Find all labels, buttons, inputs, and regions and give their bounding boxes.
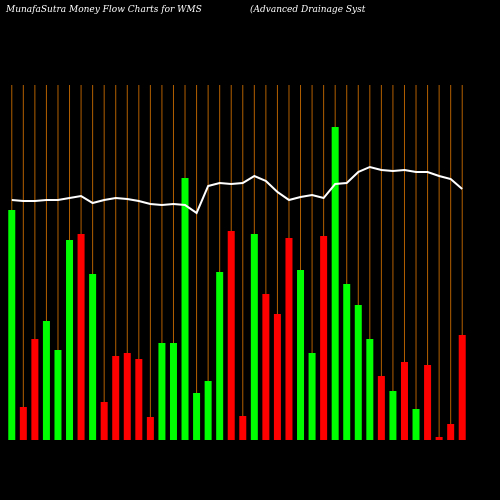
bar xyxy=(204,381,212,440)
bar xyxy=(424,365,432,440)
bar xyxy=(77,234,85,440)
bar xyxy=(435,437,443,440)
bar xyxy=(250,234,258,440)
bar xyxy=(458,335,466,440)
bar xyxy=(169,343,177,440)
chart-subtitle: (Advanced Drainage Syst xyxy=(250,4,366,15)
bar xyxy=(320,236,328,440)
bar xyxy=(19,407,27,440)
bar xyxy=(447,424,455,440)
bar xyxy=(343,284,351,440)
bar xyxy=(297,270,305,440)
bar xyxy=(366,339,374,440)
chart-title: MunafaSutra Money Flow Charts for WMS xyxy=(5,5,202,15)
bar xyxy=(216,272,224,440)
bar xyxy=(31,339,39,440)
bar xyxy=(285,238,293,440)
bar xyxy=(112,356,120,440)
bar xyxy=(400,362,408,440)
bar xyxy=(8,210,16,440)
bar xyxy=(331,127,339,440)
bar xyxy=(89,274,97,440)
bar xyxy=(193,393,201,440)
bar xyxy=(54,350,62,440)
bar xyxy=(100,402,108,440)
bar xyxy=(377,376,385,440)
bar xyxy=(389,391,397,440)
bar xyxy=(239,416,247,440)
bar xyxy=(412,409,420,440)
bar xyxy=(227,231,235,440)
bar xyxy=(262,294,270,440)
bar xyxy=(181,178,189,440)
bar xyxy=(146,417,154,440)
flow-line xyxy=(11,165,463,215)
bar xyxy=(308,353,316,440)
bar xyxy=(273,314,281,440)
bar xyxy=(42,321,50,440)
bar xyxy=(66,240,74,440)
bar xyxy=(158,343,166,440)
bar xyxy=(135,359,143,440)
bar xyxy=(123,353,131,440)
bar xyxy=(354,305,362,440)
